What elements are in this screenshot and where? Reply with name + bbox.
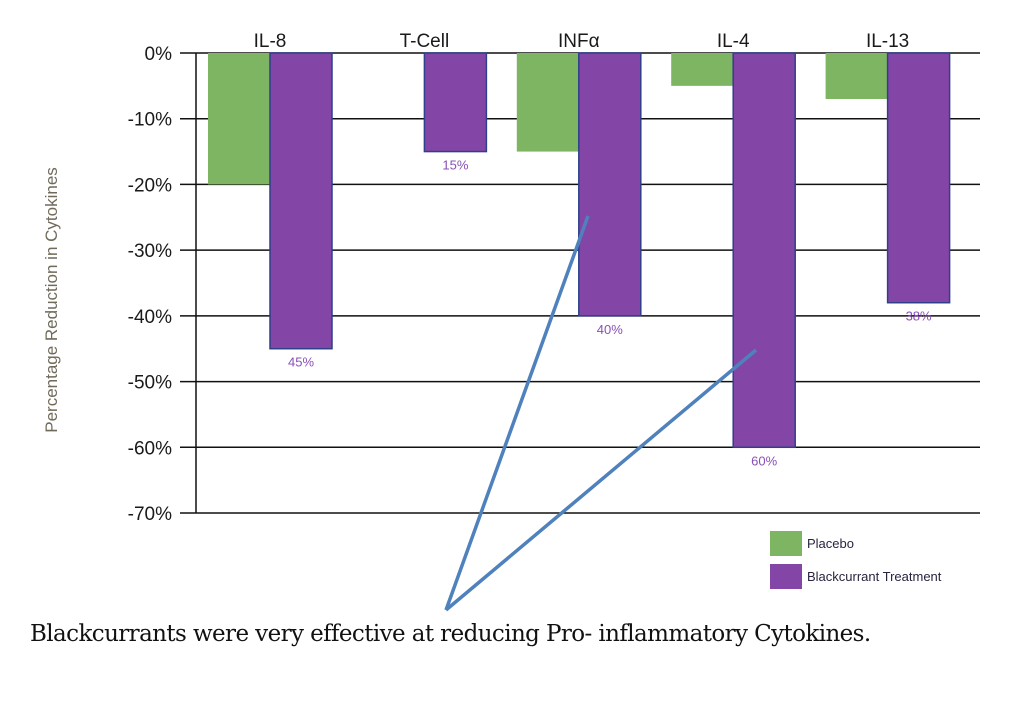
legend-swatch <box>770 564 802 589</box>
data-label: 15% <box>442 158 468 173</box>
category-label: T-Cell <box>400 31 450 52</box>
bar-blackcurrant <box>269 52 333 350</box>
bar-blackcurrant <box>578 52 642 317</box>
bar-placebo <box>516 53 579 152</box>
y-tick-label: -40% <box>128 307 172 328</box>
arrow-to-infa <box>444 215 590 611</box>
arrow-to-il4 <box>444 348 758 612</box>
category-label: IL-4 <box>717 31 750 52</box>
y-tick-label: -70% <box>128 504 172 525</box>
bar-blackcurrant <box>886 52 951 304</box>
legend: Placebo Blackcurrant Treatment <box>770 531 942 589</box>
y-axis-label: Percentage Reduction in Cytokines <box>42 167 61 433</box>
y-tick-label: -60% <box>128 438 172 459</box>
category-label: IL-13 <box>866 31 909 52</box>
category-label: INFα <box>558 31 600 52</box>
annotation-arrows <box>444 215 758 612</box>
data-label: 38% <box>906 309 932 324</box>
data-label: 45% <box>288 355 314 370</box>
caption-text: Blackcurrants were very effective at red… <box>30 621 871 647</box>
y-tick-label: 0% <box>145 44 173 65</box>
bar-placebo <box>671 53 734 86</box>
data-label: 60% <box>751 453 777 468</box>
y-tick-labels: 0% -10% -20% -30% -40% -50% -60% -70% <box>128 44 172 525</box>
data-label: 40% <box>597 322 623 337</box>
legend-label: Blackcurrant Treatment <box>807 569 942 584</box>
bars <box>208 52 951 449</box>
bar-blackcurrant <box>423 52 488 153</box>
bar-blackcurrant <box>732 52 796 449</box>
category-label: IL-8 <box>254 31 287 52</box>
y-tick-label: -10% <box>128 110 172 131</box>
data-labels: 45% 15% 40% 60% 38% <box>288 158 932 469</box>
legend-swatch <box>770 531 802 556</box>
y-tick-label: -20% <box>128 175 172 196</box>
bar-placebo <box>825 53 888 99</box>
legend-label: Placebo <box>807 536 854 551</box>
category-labels: IL-8 T-Cell INFα IL-4 IL-13 <box>254 31 910 52</box>
bar-placebo <box>208 53 270 185</box>
y-tick-label: -30% <box>128 241 172 262</box>
y-tick-label: -50% <box>128 373 172 394</box>
